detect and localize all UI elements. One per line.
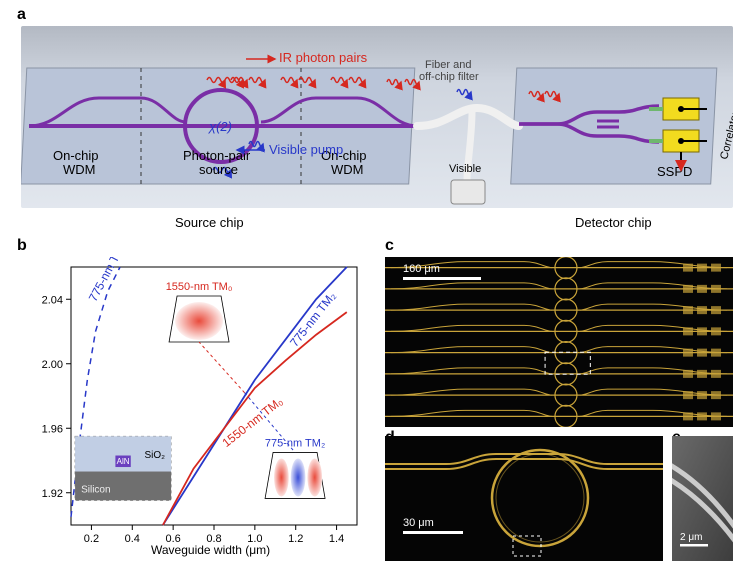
svg-text:Fiber and: Fiber and — [425, 59, 471, 71]
svg-text:775-nm TM₂: 775-nm TM₂ — [265, 437, 325, 449]
svg-text:775-nm TM₂: 775-nm TM₂ — [287, 289, 339, 350]
svg-text:WDM: WDM — [63, 162, 96, 177]
svg-text:SSPD: SSPD — [657, 164, 692, 179]
svg-text:SiO₂: SiO₂ — [145, 450, 166, 461]
svg-text:Correlator: Correlator — [718, 110, 733, 161]
svg-text:AlN: AlN — [117, 457, 130, 466]
svg-text:χ(2): χ(2) — [208, 119, 232, 134]
panel-c-micrograph: 160 μm — [385, 257, 733, 427]
panel-b-chart: 0.20.40.60.81.01.21.41.921.962.002.04775… — [21, 257, 369, 561]
panel-d-micrograph: 30 μm — [385, 436, 663, 561]
svg-text:30 μm: 30 μm — [403, 517, 434, 529]
svg-text:Visible pump: Visible pump — [269, 142, 343, 157]
svg-text:160 μm: 160 μm — [403, 263, 440, 275]
source-chip-caption: Source chip — [175, 215, 244, 230]
svg-text:WDM: WDM — [331, 162, 364, 177]
svg-text:2 μm: 2 μm — [680, 532, 702, 543]
svg-text:off-chip filter: off-chip filter — [419, 71, 479, 83]
panel-a-svg: χ(2)On-chipWDMPhoton-pairsourceOn-chipWD… — [21, 26, 733, 208]
svg-text:1.2: 1.2 — [288, 533, 303, 545]
panel-e-svg: 2 μm — [672, 436, 733, 561]
panel-b-svg: 0.20.40.60.81.01.21.41.921.962.002.04775… — [21, 257, 369, 561]
x-axis-label: Waveguide width (μm) — [151, 543, 270, 557]
svg-text:IR photon pairs: IR photon pairs — [279, 50, 368, 65]
detector-chip-caption: Detector chip — [575, 215, 652, 230]
panel-label-b: b — [17, 237, 27, 255]
svg-text:1.4: 1.4 — [329, 533, 344, 545]
panel-d-svg: 30 μm — [385, 436, 663, 561]
svg-text:775-nm TM₀: 775-nm TM₀ — [86, 257, 129, 304]
panel-label-a: a — [17, 6, 26, 24]
svg-text:0.2: 0.2 — [84, 533, 99, 545]
panel-c-svg: 160 μm — [385, 257, 733, 427]
panel-a-schematic: χ(2)On-chipWDMPhoton-pairsourceOn-chipWD… — [21, 26, 733, 208]
svg-text:1550-nm TM₀: 1550-nm TM₀ — [166, 281, 233, 293]
svg-text:Silicon: Silicon — [81, 484, 110, 495]
svg-text:source: source — [199, 162, 238, 177]
svg-text:0.4: 0.4 — [125, 533, 140, 545]
panel-e-sem: 2 μm — [672, 436, 733, 561]
svg-text:On-chip: On-chip — [53, 148, 99, 163]
panel-label-c: c — [385, 237, 394, 255]
svg-text:1.96: 1.96 — [42, 423, 63, 435]
svg-text:Visible: Visible — [449, 163, 481, 175]
svg-text:2.00: 2.00 — [42, 359, 63, 371]
svg-text:2.04: 2.04 — [42, 294, 63, 306]
svg-text:1.92: 1.92 — [42, 488, 63, 500]
